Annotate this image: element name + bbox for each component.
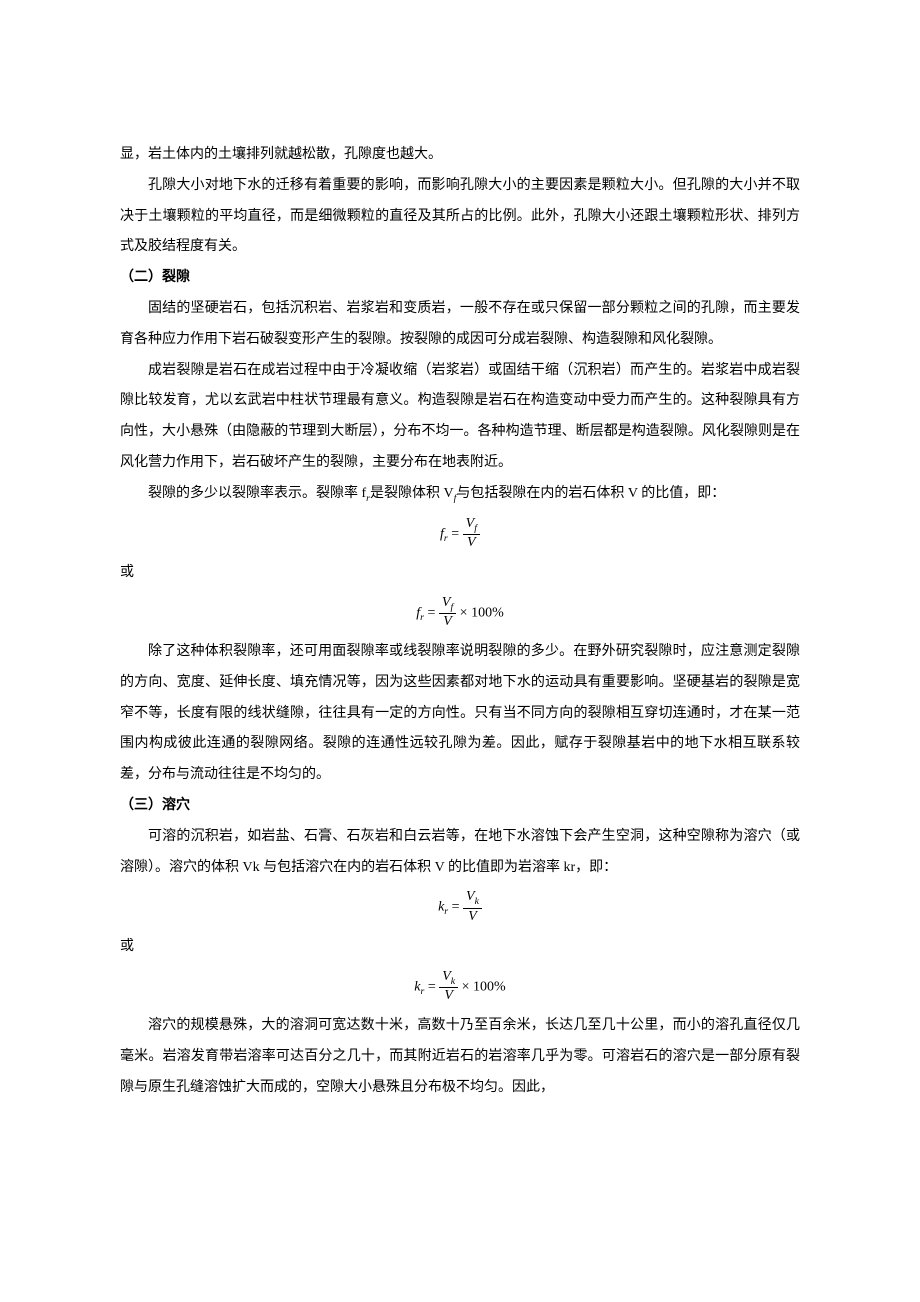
var-V: V	[466, 516, 475, 531]
paragraph: 孔隙大小对地下水的迁移有着重要的影响，而影响孔隙大小的主要因素是颗粒大小。但孔隙…	[120, 171, 800, 263]
subscript-k: k	[451, 975, 455, 986]
subscript-f: f	[450, 602, 453, 613]
var-V: V	[466, 889, 475, 904]
text: 是裂隙体积 V	[370, 486, 454, 501]
var-V: V	[442, 969, 451, 984]
paragraph: 成岩裂隙是岩石在成岩过程中由于冷凝收缩（岩浆岩）或固结干缩（沉积岩）而产生的。岩…	[120, 356, 800, 479]
paragraph: 裂隙的多少以裂隙率表示。裂隙率 fr是裂隙体积 Vf与包括裂隙在内的岩石体积 V…	[120, 479, 800, 510]
document-page: 显，岩土体内的土壤排列就越松散，孔隙度也越大。 孔隙大小对地下水的迁移有着重要的…	[0, 0, 920, 1302]
subscript-k: k	[475, 896, 479, 907]
equals: =	[448, 526, 463, 541]
fraction: VkV	[439, 969, 458, 1005]
fraction: VfV	[439, 595, 456, 631]
paragraph: 溶穴的规模悬殊，大的溶洞可宽达数十米，高数十乃至百余米，长达几至几十公里，而小的…	[120, 1011, 800, 1103]
equals: =	[424, 979, 439, 994]
subscript-f: f	[474, 522, 477, 533]
fraction: VkV	[463, 889, 482, 925]
formula-kr: kr = VkV	[120, 889, 800, 925]
or-label: 或	[120, 558, 800, 589]
formula-fr-pct: fr = VfV × 100%	[120, 595, 800, 631]
equals: =	[448, 900, 463, 915]
text: 裂隙的多少以裂隙率表示。裂隙率 f	[148, 486, 366, 501]
times-100: × 100%	[456, 605, 504, 620]
section-heading: （三）溶穴	[120, 791, 800, 822]
or-label: 或	[120, 932, 800, 963]
var-V: V	[439, 988, 458, 1005]
paragraph: 可溶的沉积岩，如岩盐、石膏、石灰岩和白云岩等，在地下水溶蚀下会产生空洞，这种空隙…	[120, 822, 800, 884]
paragraph: 显，岩土体内的土壤排列就越松散，孔隙度也越大。	[120, 140, 800, 171]
var-V: V	[463, 535, 480, 552]
paragraph: 除了这种体积裂隙率，还可用面裂隙率或线裂隙率说明裂隙的多少。在野外研究裂隙时，应…	[120, 637, 800, 791]
var-V: V	[463, 909, 482, 926]
formula-kr-pct: kr = VkV × 100%	[120, 969, 800, 1005]
fraction: VfV	[463, 516, 480, 552]
text: 与包括裂隙在内的岩石体积 V 的比值，即：	[456, 486, 725, 501]
times-100: × 100%	[458, 979, 506, 994]
paragraph: 固结的坚硬岩石，包括沉积岩、岩浆岩和变质岩，一般不存在或只保留一部分颗粒之间的孔…	[120, 294, 800, 356]
formula-fr: fr = VfV	[120, 516, 800, 552]
var-V: V	[439, 614, 456, 631]
equals: =	[424, 605, 439, 620]
section-heading: （二）裂隙	[120, 263, 800, 294]
